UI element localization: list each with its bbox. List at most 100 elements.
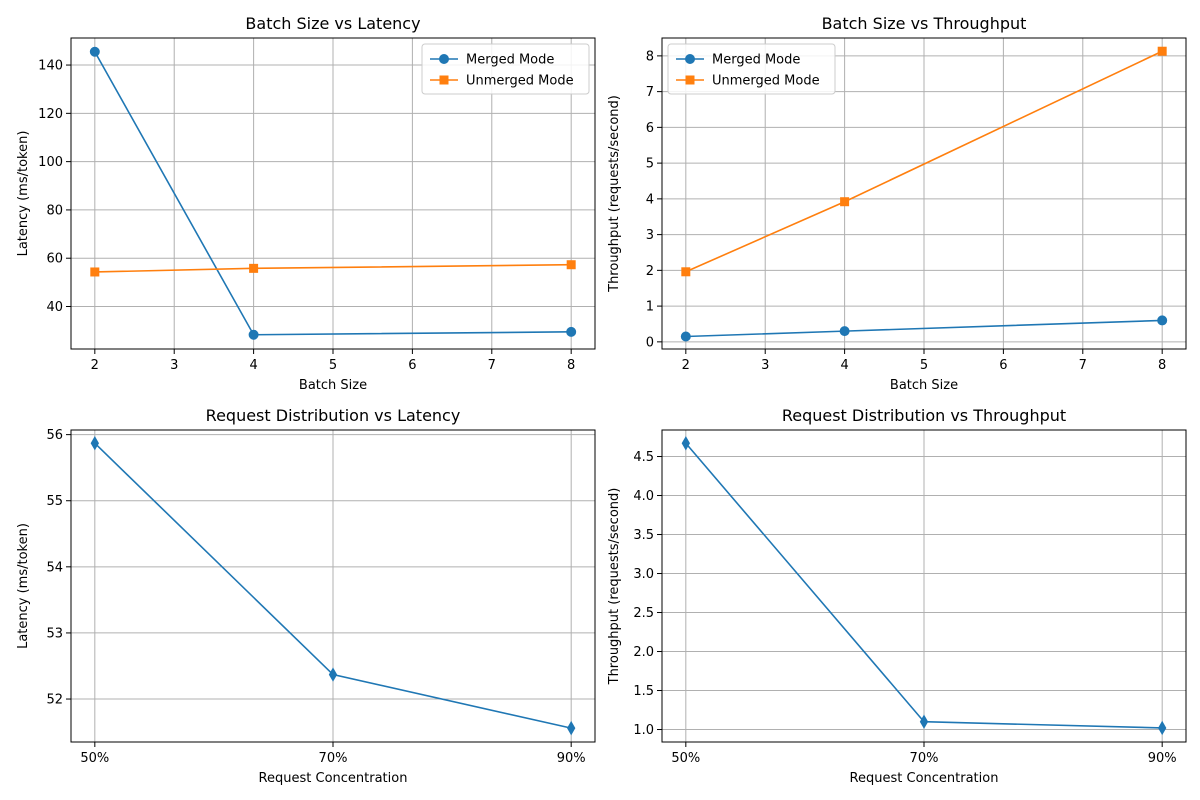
y-tick-label: 53 — [46, 626, 63, 641]
grid — [662, 38, 1186, 349]
y-tick-label: 55 — [46, 494, 63, 509]
legend-swatch-marker — [439, 54, 449, 64]
series-1 — [681, 436, 1167, 736]
y-tick-label: 0 — [646, 335, 654, 350]
y-tick-label: 4 — [646, 192, 654, 207]
x-tick-label: 6 — [408, 358, 416, 373]
x-tick-label: 6 — [999, 358, 1007, 373]
legend-swatch-marker — [685, 54, 695, 64]
y-axis-label: Latency (ms/token) — [16, 523, 31, 649]
x-tick-label: 2 — [91, 358, 99, 373]
x-axis-label: Batch Size — [299, 378, 367, 393]
data-point — [567, 720, 576, 736]
y-tick-label: 140 — [38, 59, 63, 74]
y-tick-label: 60 — [46, 252, 63, 267]
legend-box — [421, 43, 590, 95]
y-tick-label: 56 — [46, 428, 63, 443]
y-tick-label: 4.0 — [633, 489, 654, 504]
chart-title: Batch Size vs Latency — [245, 14, 420, 33]
data-point — [566, 326, 577, 337]
x-tick-label: 7 — [1079, 358, 1087, 373]
legend: Merged Mode Unmerged Mode — [667, 43, 836, 95]
data-point — [90, 267, 100, 277]
data-point — [90, 436, 99, 451]
data-point — [681, 436, 690, 451]
y-tick-label: 3 — [646, 228, 654, 243]
axes-frame — [70, 429, 596, 743]
y-tick-label: 6 — [646, 121, 654, 136]
x-tick-label: 70% — [319, 751, 348, 766]
y-axis-label: Latency (ms/token) — [16, 131, 31, 257]
chart-title: Request Distribution vs Throughput — [782, 406, 1066, 425]
grid — [71, 430, 595, 742]
series-2 — [681, 46, 1167, 277]
x-tick-label: 4 — [840, 358, 848, 373]
x-tick-label: 3 — [761, 358, 769, 373]
legend-label: Merged Mode — [466, 53, 554, 68]
series-1 — [89, 46, 577, 340]
legend-swatch-marker — [439, 75, 449, 85]
chart-2: 2 3 4 5 6 7 8 0 1 2 3 4 5 6 7 8 Batch Size vs Throughput… — [607, 14, 1187, 393]
data-point — [840, 197, 850, 207]
data-point — [1158, 720, 1167, 736]
data-point — [248, 329, 259, 340]
x-axis-label: Batch Size — [890, 378, 958, 393]
x-tick-label: 2 — [682, 358, 690, 373]
x-tick-label: 4 — [249, 358, 257, 373]
grid — [662, 430, 1186, 742]
data-point — [680, 331, 691, 342]
y-tick-label: 1.0 — [633, 723, 654, 738]
x-tick-label: 5 — [329, 358, 337, 373]
y-tick-label: 5 — [646, 157, 654, 172]
chart-3: 50% 70% 90% 52 53 54 55 56 Request Distribution … — [16, 406, 596, 786]
legend-box — [667, 43, 836, 95]
chart-1: 2 3 4 5 6 7 8 40 60 80 100 120 140 Batch Size vs Late… — [16, 14, 596, 393]
y-tick-label: 52 — [46, 693, 63, 708]
y-tick-label: 80 — [46, 203, 63, 218]
legend-swatch-marker — [685, 75, 695, 85]
y-axis-label: Throughput (requests/second) — [607, 95, 622, 293]
series-2 — [90, 260, 576, 277]
y-tick-label: 1 — [646, 300, 654, 315]
y-axis-label: Throughput (requests/second) — [607, 488, 622, 686]
data-point — [1157, 315, 1168, 326]
x-tick-label: 8 — [567, 358, 575, 373]
x-tick-label: 5 — [920, 358, 928, 373]
y-tick-label: 40 — [46, 300, 63, 315]
x-tick-label: 90% — [1148, 751, 1177, 766]
data-point — [566, 260, 576, 270]
data-point — [919, 714, 929, 729]
axes-frame — [661, 37, 1187, 350]
x-axis-label: Request Concentration — [259, 771, 408, 786]
legend-label: Merged Mode — [712, 53, 800, 68]
series-1 — [680, 315, 1168, 342]
chart-title: Batch Size vs Throughput — [822, 14, 1027, 33]
chart-4: 50% 70% 90% 1.0 1.5 2.0 2.5 3.0 3.5 4.0 4.5 Request… — [607, 406, 1187, 786]
y-tick-label: 2 — [646, 264, 654, 279]
x-axis-label: Request Concentration — [850, 771, 999, 786]
data-point — [1157, 46, 1167, 56]
y-tick-label: 3.0 — [633, 567, 654, 582]
y-tick-label: 1.5 — [633, 684, 654, 699]
data-point — [681, 267, 691, 277]
data-point — [328, 667, 338, 682]
y-tick-label: 8 — [646, 49, 654, 64]
y-tick-label: 54 — [46, 560, 63, 575]
legend: Merged Mode Unmerged Mode — [421, 43, 590, 95]
y-tick-label: 120 — [38, 107, 63, 122]
data-point — [89, 46, 100, 57]
y-tick-label: 3.5 — [633, 528, 654, 543]
y-tick-label: 2.5 — [633, 606, 654, 621]
x-tick-label: 3 — [170, 358, 178, 373]
x-tick-label: 90% — [557, 751, 586, 766]
x-tick-label: 70% — [910, 751, 939, 766]
series-1 — [90, 436, 576, 736]
axes-frame — [661, 429, 1187, 743]
chart-title: Request Distribution vs Latency — [206, 406, 461, 425]
data-point — [249, 263, 259, 273]
data-point — [839, 326, 850, 337]
y-tick-label: 7 — [646, 85, 654, 100]
axes-frame — [70, 37, 596, 350]
x-tick-label: 8 — [1158, 358, 1166, 373]
